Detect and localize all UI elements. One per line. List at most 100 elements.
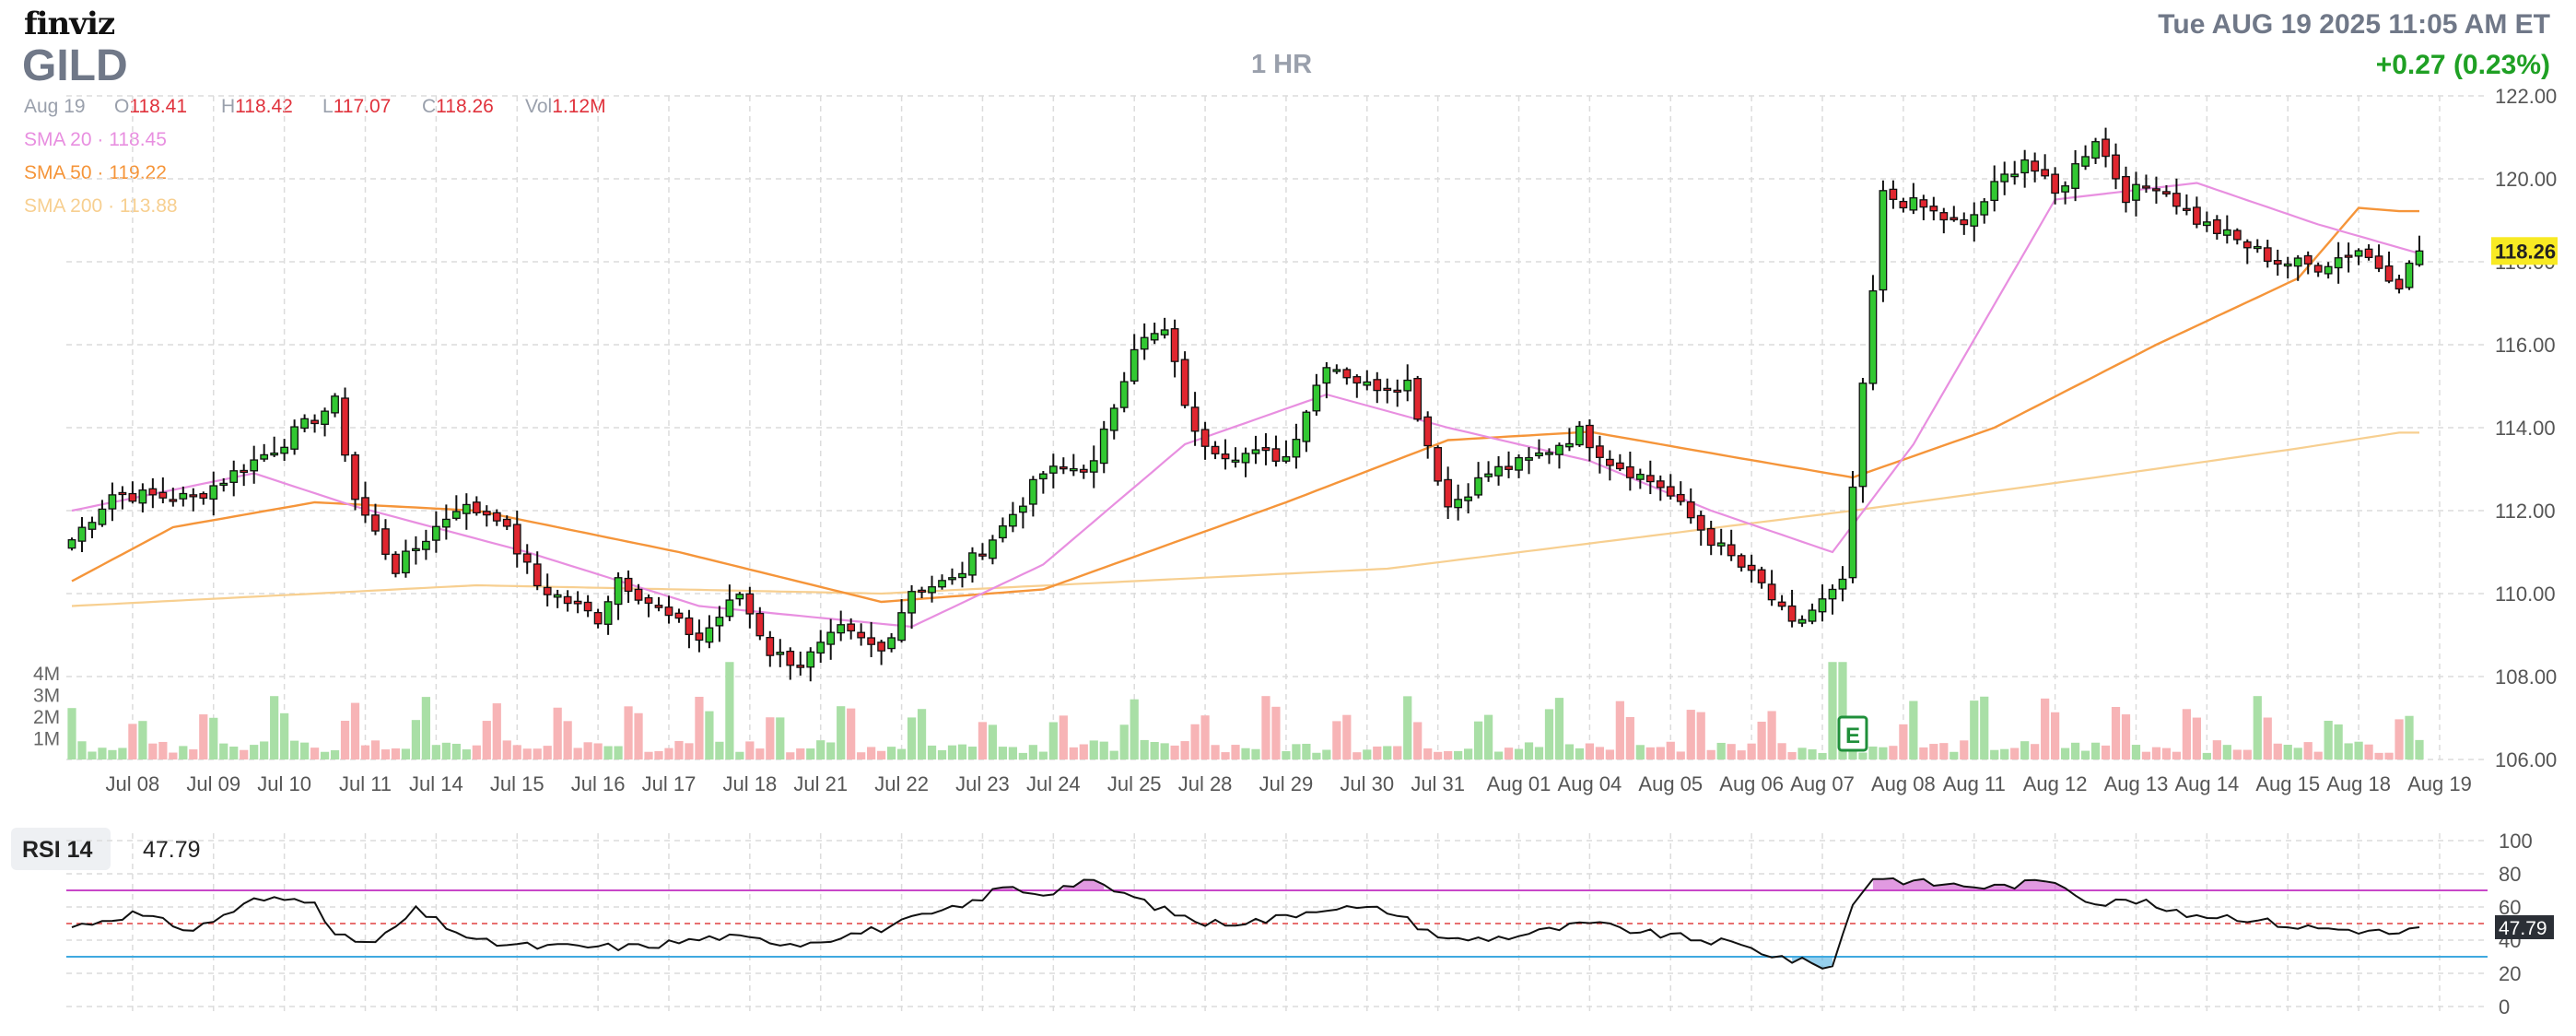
candle-body [280,446,289,454]
volume-bar [947,745,957,759]
volume-bar [2253,696,2262,759]
volume-bar [1504,748,1514,759]
volume-bar [350,702,360,759]
volume-bar [1089,740,1098,759]
ohlc-open: O118.41 [114,96,188,117]
candle-body [88,522,97,530]
time-axis-label: Aug 14 [2174,772,2239,795]
candle-body [776,652,785,655]
candle-body [482,511,491,516]
candle-body [1038,473,1048,480]
candle-body [1666,486,1675,497]
volume-bar [1585,743,1595,759]
candle-body [1848,486,1857,579]
volume-bar [2395,719,2404,759]
volume-bar [745,741,755,759]
candle-body [1797,618,1807,624]
price-axis-label: 110.00 [2495,583,2556,606]
volume-bar [1787,752,1797,759]
finviz-logo[interactable]: finviz [24,6,115,42]
sma200-legend[interactable]: SMA 200 · 113.88 [24,195,178,217]
candle-body [2010,173,2020,178]
candle-body [1302,411,1311,442]
volume-bar [1099,741,1108,759]
volume-bar [1200,715,1210,759]
sma20-label: SMA 20 [24,129,92,150]
volume-bar [1008,747,1018,759]
candle-body [1950,217,1959,221]
volume-bar [260,741,269,759]
candle-body [685,617,694,636]
candle-body [1271,448,1281,462]
candle-body [806,651,815,668]
candle-body [451,511,461,519]
volume-bar [1444,750,1453,759]
rsi-axis-label: 100 [2499,830,2533,853]
candle-body [928,586,936,594]
candle-body [492,512,501,522]
candle-body [766,637,775,656]
volume-bar [2161,748,2172,759]
volume-bar [1342,714,1352,759]
volume-bar [533,748,542,759]
candle-body [270,452,279,456]
price-axis-label: 106.00 [2495,748,2557,771]
volume-bar [240,749,249,759]
candle-body [1545,452,1553,455]
volume-bar [1393,746,1402,759]
volume-bar [270,696,279,759]
volume-bar [2131,745,2141,759]
volume-bar [1483,714,1493,759]
volume-bar [1150,741,1159,759]
volume-bar [1514,748,1524,759]
candle-body [199,492,208,500]
time-axis-label: Jul 30 [1340,772,1394,795]
candle-body [341,397,349,456]
candle-body [1009,513,1017,527]
volume-bar [1473,721,1483,759]
candle-body [1393,389,1402,394]
candle-body [250,459,259,472]
candle-body [331,395,339,414]
volume-bar [1635,745,1645,759]
candle-body [1363,381,1372,386]
volume-bar [1939,743,1949,759]
candle-body [310,419,319,425]
candle-body [108,494,117,510]
volume-bar [553,707,562,759]
volume-bar [1534,747,1544,759]
timeframe-label[interactable]: 1 HR [1251,50,1313,79]
candle-body [472,501,481,513]
volume-bar [937,749,947,759]
volume-bar [806,748,815,759]
volume-bar [1322,749,1331,759]
volume-bar [967,747,978,759]
candle-body [755,612,765,637]
candle-body [300,418,309,430]
volume-bar [1454,750,1463,759]
volume-bar [877,750,886,759]
sma20-legend[interactable]: SMA 20 · 118.45 [24,129,167,150]
volume-bar [2020,741,2030,759]
candle-body [179,492,188,500]
volume-bar [512,745,521,759]
volume-bar [2212,740,2221,759]
rsi-label-box[interactable] [11,828,111,870]
volume-bar [1808,748,1817,759]
candle-body [1656,480,1665,489]
candle-body [1596,445,1604,458]
time-axis-label: Jul 14 [409,772,463,795]
candle-body [148,488,158,496]
candle-body [1292,439,1301,458]
volume-bar [2415,739,2424,759]
candle-body [1352,376,1362,384]
volume-bar [2010,748,2020,759]
volume-bar [1716,742,1726,759]
candle-body [1332,369,1341,372]
volume-bar [88,751,97,759]
volume-bar [2354,741,2363,759]
candle-body [1990,181,1999,202]
